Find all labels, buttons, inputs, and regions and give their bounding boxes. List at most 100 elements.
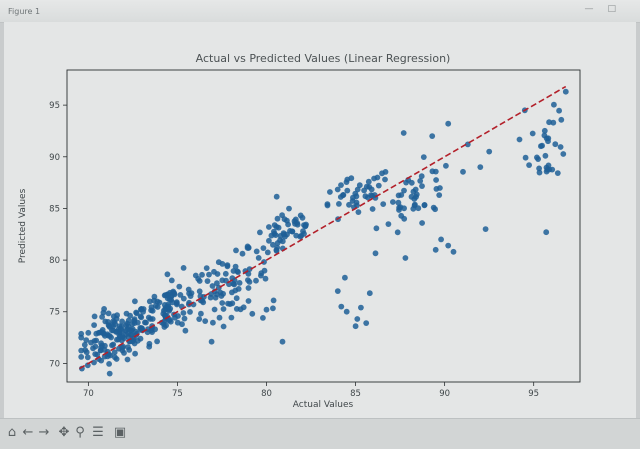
scatter-point — [229, 275, 236, 282]
scatter-point — [390, 199, 396, 205]
scatter-point — [210, 319, 216, 326]
scatter-point — [270, 305, 276, 312]
x-tick-label: 90 — [439, 389, 450, 399]
scatter-point — [419, 220, 425, 226]
scatter-point — [450, 248, 457, 255]
scatter-point — [146, 298, 153, 305]
scatter-point — [119, 334, 126, 341]
window-controls: —□ — [584, 4, 630, 14]
scatter-point — [237, 306, 244, 313]
scatter-point — [219, 300, 226, 306]
maximize-icon[interactable]: □ — [607, 4, 630, 14]
scatter-point — [516, 136, 523, 143]
scatter-point — [261, 267, 268, 274]
window-title-bar: Figure 1 —□ — [0, 0, 640, 23]
y-axis-label: Predicted Values — [18, 188, 28, 263]
scatter-point — [161, 318, 168, 324]
zoom-icon[interactable]: ⚲ — [75, 425, 85, 440]
scatter-point — [204, 278, 211, 284]
configure-icon[interactable]: ☰ — [92, 425, 104, 440]
scatter-point — [420, 154, 427, 161]
scatter-point — [91, 322, 97, 328]
scatter-point — [111, 349, 118, 356]
scatter-point — [380, 201, 387, 208]
scatter-point — [374, 174, 381, 181]
scatter-point — [552, 141, 559, 148]
scatter-point — [272, 232, 279, 239]
scatter-point — [558, 116, 565, 123]
scatter-point — [130, 335, 137, 342]
scatter-point — [410, 205, 417, 212]
save-icon[interactable]: ▣ — [113, 425, 127, 440]
scatter-point — [91, 313, 98, 320]
scatter-point — [395, 199, 402, 206]
scatter-point — [408, 179, 415, 186]
scatter-point — [255, 255, 262, 261]
scatter-point — [358, 304, 364, 311]
scatter-point — [216, 314, 223, 321]
scatter-point — [249, 310, 256, 317]
scatter-point — [120, 343, 126, 350]
scatter-point — [206, 271, 212, 278]
scatter-point — [202, 318, 209, 324]
scatter-point — [344, 176, 351, 183]
scatter-point — [220, 323, 227, 330]
scatter-point — [338, 182, 344, 189]
figure-toolbar: ⌂ ← → ✥ ⚲ ☰ ▣ — [0, 418, 640, 449]
scatter-point — [324, 201, 331, 208]
scatter-point — [432, 206, 438, 213]
scatter-point — [245, 285, 252, 291]
scatter-point — [342, 274, 348, 281]
scatter-point — [187, 309, 193, 315]
scatter-point — [260, 245, 267, 252]
scatter-point — [182, 327, 189, 334]
scatter-point — [419, 183, 425, 190]
scatter-point — [361, 187, 367, 194]
scatter-point — [281, 216, 288, 223]
scatter-point — [233, 295, 240, 302]
scatter-point — [415, 205, 422, 212]
scatter-point — [369, 206, 376, 212]
scatter-point — [344, 187, 351, 194]
x-tick-label: 70 — [83, 389, 94, 399]
scatter-point — [167, 289, 173, 296]
scatter-point — [261, 259, 267, 265]
forward-arrow-icon[interactable]: → — [38, 425, 50, 440]
scatter-point — [445, 242, 452, 249]
back-arrow-icon[interactable]: ← — [22, 425, 34, 440]
scatter-point — [334, 288, 341, 294]
scatter-point — [185, 286, 192, 293]
scatter-point — [140, 308, 147, 315]
minimize-icon[interactable]: — — [584, 4, 608, 14]
scatter-point — [550, 119, 557, 126]
scatter-point — [246, 266, 253, 272]
scatter-point — [432, 246, 439, 253]
fit-line — [79, 85, 567, 370]
scatter-point — [538, 143, 544, 150]
scatter-point — [244, 245, 251, 251]
scatter-point — [212, 294, 219, 301]
scatter-point — [180, 310, 187, 316]
scatter-point — [556, 107, 562, 114]
scatter-point — [437, 185, 443, 191]
scatter-point — [208, 291, 215, 297]
scatter-point — [92, 351, 99, 357]
y-axis-ticks: 70 75 80 85 90 95 — [49, 101, 67, 369]
scatter-point — [133, 309, 140, 316]
y-tick-label: 85 — [49, 204, 60, 214]
scatter-point — [355, 209, 362, 216]
scatter-point — [303, 221, 309, 228]
scatter-point — [262, 275, 269, 282]
scatter-point — [365, 178, 372, 185]
scatter-point — [346, 201, 352, 208]
scatter-point — [98, 344, 104, 351]
scatter-point — [542, 152, 549, 159]
x-axis-ticks: 70 75 80 85 90 95 — [83, 382, 539, 399]
scatter-point — [220, 290, 227, 297]
scatter-point — [132, 350, 139, 357]
pan-icon[interactable]: ✥ — [58, 425, 70, 440]
scatter-point — [127, 312, 133, 319]
home-icon[interactable]: ⌂ — [7, 425, 17, 440]
scatter-point — [260, 315, 266, 321]
scatter-point — [286, 205, 292, 212]
